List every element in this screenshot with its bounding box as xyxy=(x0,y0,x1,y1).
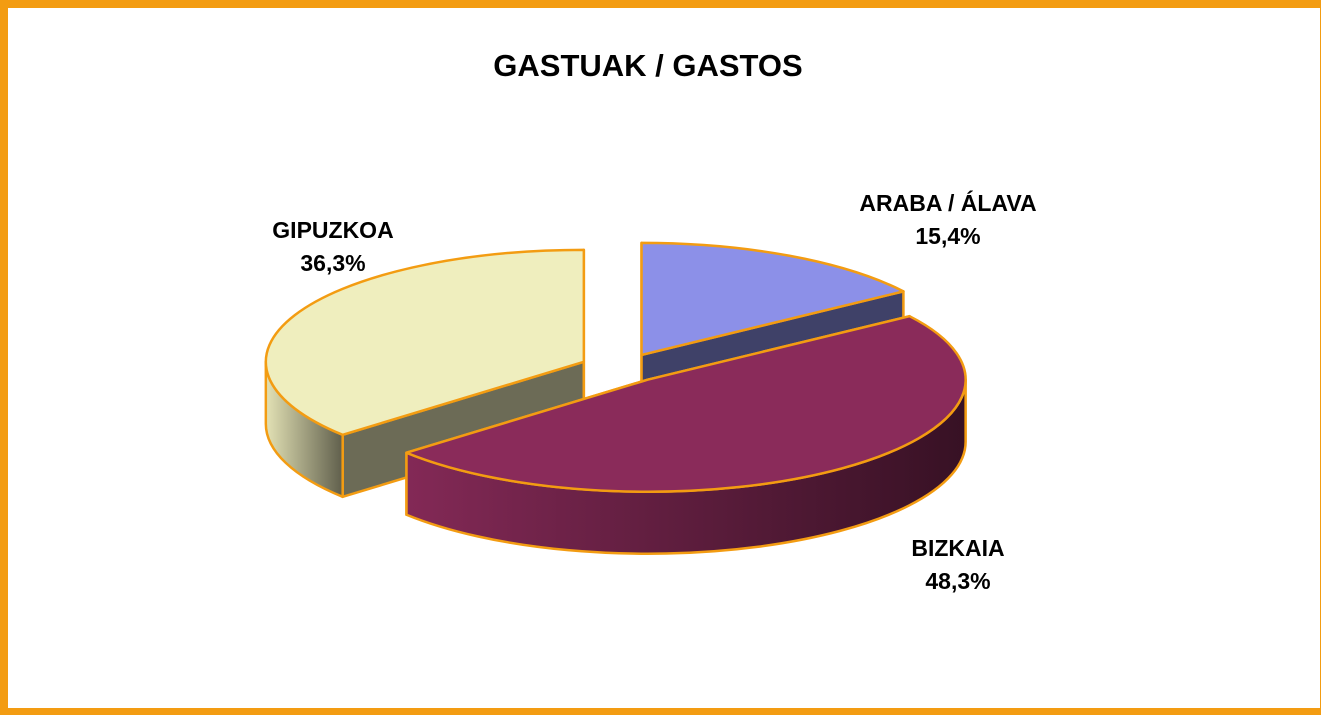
slice-value-label: 36,3% xyxy=(300,250,365,276)
slice-top xyxy=(640,241,905,357)
slice-value-label: 48,3% xyxy=(925,568,990,594)
pie-slice xyxy=(405,314,967,555)
pie-slice xyxy=(264,248,586,499)
slice-label: BIZKAIA xyxy=(911,535,1004,561)
chart-title: GASTUAK / GASTOS xyxy=(493,48,802,83)
pie xyxy=(264,241,967,555)
slice-top xyxy=(405,314,967,493)
slice-label: GIPUZKOA xyxy=(272,217,393,243)
slice-value-label: 15,4% xyxy=(915,223,980,249)
slice-label: ARABA / ÁLAVA xyxy=(859,189,1036,216)
slice-top xyxy=(264,248,586,437)
